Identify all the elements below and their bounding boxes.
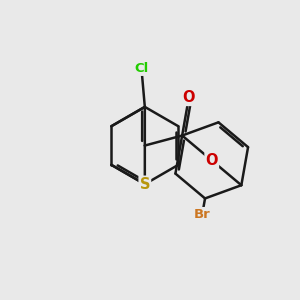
Text: S: S <box>140 177 150 192</box>
Text: Br: Br <box>194 208 211 221</box>
Text: Cl: Cl <box>134 62 148 75</box>
Text: O: O <box>206 153 218 168</box>
Text: O: O <box>183 90 195 105</box>
